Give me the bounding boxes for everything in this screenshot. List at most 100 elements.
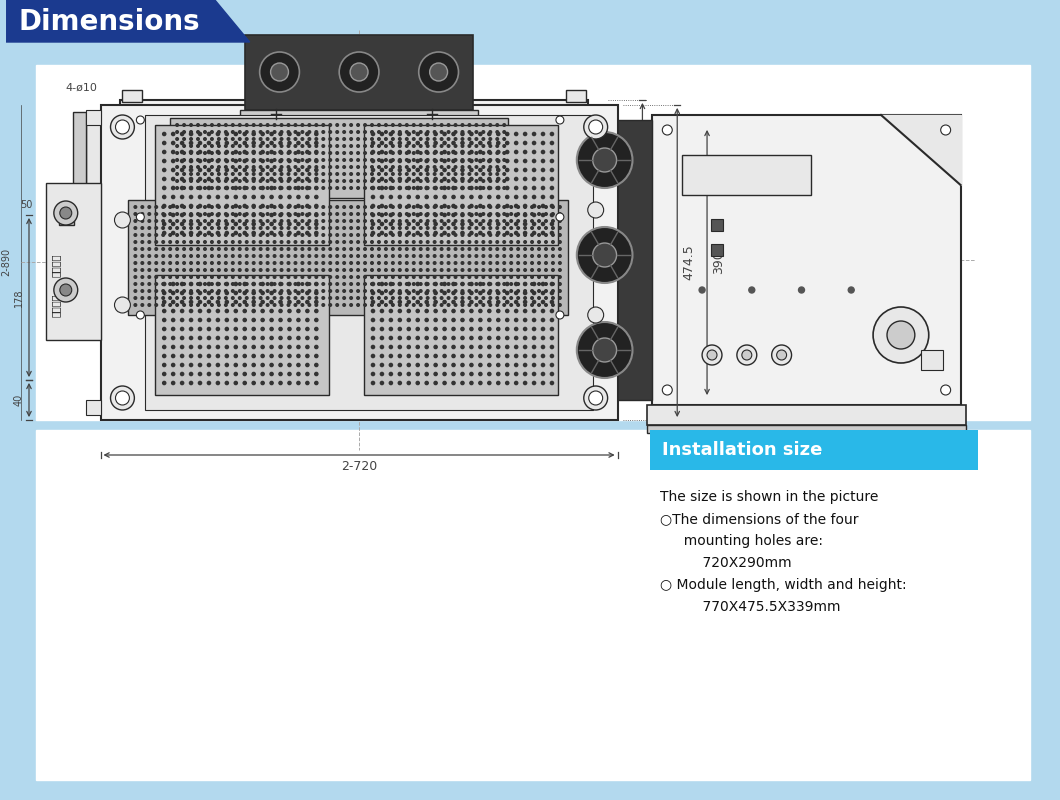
Circle shape (297, 178, 300, 181)
Circle shape (238, 262, 241, 264)
Circle shape (550, 150, 553, 154)
Circle shape (172, 336, 175, 339)
Circle shape (425, 372, 428, 376)
Circle shape (377, 152, 381, 154)
Circle shape (350, 213, 352, 215)
Circle shape (371, 282, 373, 286)
Circle shape (455, 248, 457, 250)
Circle shape (273, 282, 276, 286)
Bar (110, 357, 598, 365)
Circle shape (225, 234, 227, 236)
Circle shape (371, 282, 374, 286)
Circle shape (197, 173, 199, 175)
Circle shape (489, 262, 492, 264)
Circle shape (216, 214, 219, 217)
Circle shape (280, 213, 283, 215)
Circle shape (389, 354, 392, 358)
Bar (110, 335, 598, 357)
Circle shape (479, 178, 482, 181)
Circle shape (176, 254, 178, 258)
Circle shape (295, 213, 297, 215)
Circle shape (440, 145, 443, 147)
Circle shape (417, 318, 420, 322)
Circle shape (532, 168, 535, 172)
Circle shape (399, 318, 402, 322)
Circle shape (391, 166, 394, 168)
Circle shape (280, 180, 283, 182)
Circle shape (266, 166, 269, 168)
Circle shape (371, 213, 373, 215)
Circle shape (162, 204, 165, 208)
Circle shape (364, 282, 367, 286)
Circle shape (234, 363, 237, 366)
Circle shape (532, 159, 535, 162)
Circle shape (169, 206, 172, 208)
Circle shape (336, 213, 338, 215)
Circle shape (391, 290, 394, 292)
Circle shape (266, 173, 269, 175)
Circle shape (399, 222, 402, 226)
Circle shape (225, 173, 227, 175)
Circle shape (180, 282, 183, 286)
Circle shape (238, 138, 241, 140)
Circle shape (357, 262, 359, 264)
Circle shape (496, 282, 498, 286)
Circle shape (270, 159, 273, 162)
Circle shape (197, 180, 199, 182)
Circle shape (517, 226, 519, 230)
Circle shape (208, 142, 211, 145)
Circle shape (226, 336, 229, 339)
Circle shape (551, 276, 554, 278)
Circle shape (461, 159, 464, 162)
Circle shape (329, 248, 332, 250)
Circle shape (301, 304, 304, 306)
Circle shape (417, 382, 420, 385)
Circle shape (455, 166, 457, 168)
Circle shape (243, 372, 246, 376)
Circle shape (266, 124, 269, 126)
Circle shape (447, 234, 449, 236)
Circle shape (141, 262, 143, 264)
Circle shape (489, 173, 492, 175)
Circle shape (417, 178, 420, 181)
Circle shape (502, 226, 506, 230)
Circle shape (420, 304, 422, 306)
Circle shape (420, 254, 422, 258)
Circle shape (273, 269, 276, 271)
Circle shape (461, 186, 464, 190)
Circle shape (197, 145, 199, 147)
Circle shape (412, 130, 416, 134)
Circle shape (190, 173, 192, 175)
Circle shape (406, 290, 408, 292)
Circle shape (261, 142, 264, 145)
Bar (86, 112, 121, 323)
Bar (670, 433, 694, 443)
Text: 770: 770 (342, 390, 366, 403)
Circle shape (497, 291, 500, 294)
Circle shape (297, 282, 300, 286)
Circle shape (551, 304, 554, 306)
Circle shape (261, 336, 264, 339)
Circle shape (134, 290, 137, 292)
Circle shape (461, 276, 464, 278)
Circle shape (180, 132, 183, 135)
Circle shape (280, 220, 283, 222)
Circle shape (381, 204, 384, 208)
Circle shape (148, 220, 151, 222)
Circle shape (496, 254, 498, 258)
Circle shape (134, 206, 137, 208)
Circle shape (399, 186, 401, 190)
Circle shape (211, 145, 213, 147)
Circle shape (470, 327, 473, 330)
Circle shape (322, 304, 324, 306)
Circle shape (550, 327, 553, 330)
Circle shape (243, 168, 246, 172)
Circle shape (246, 180, 248, 182)
Circle shape (461, 354, 464, 358)
Circle shape (537, 282, 541, 286)
Circle shape (497, 178, 500, 181)
Circle shape (172, 354, 175, 358)
Circle shape (342, 173, 346, 175)
Circle shape (455, 254, 457, 258)
Circle shape (350, 226, 352, 230)
